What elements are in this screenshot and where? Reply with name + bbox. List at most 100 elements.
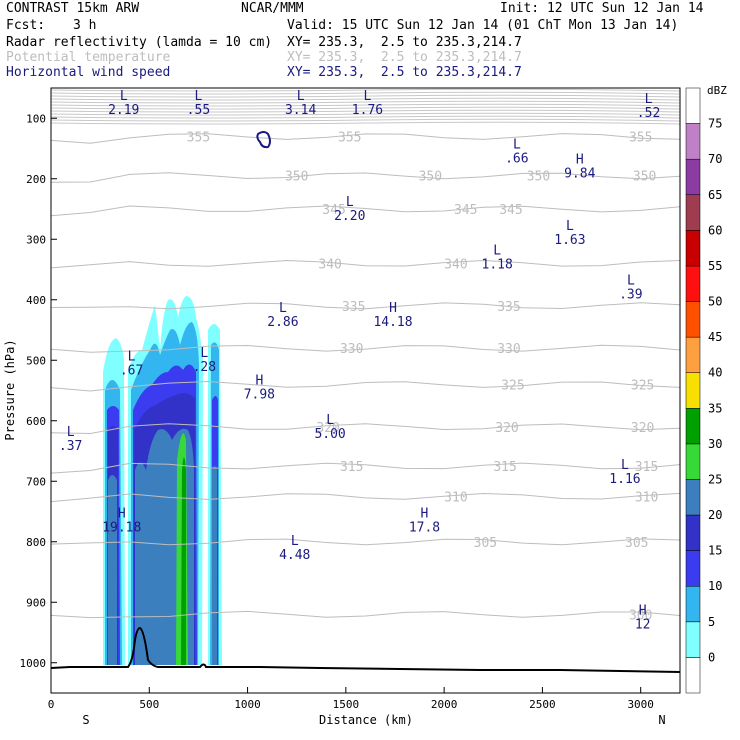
strat-isentrope <box>51 94 680 98</box>
field-reflectivity-xy: XY= 235.3, 2.5 to 235.3,214.7 <box>287 35 522 50</box>
wind-extremum-value: .37 <box>59 439 82 454</box>
wind-extremum-value: 2.20 <box>334 209 365 224</box>
y-axis-label: Pressure (hPa) <box>3 339 17 440</box>
colorbar-level: 0 <box>708 650 715 664</box>
y-tick-label: 100 <box>26 112 46 125</box>
y-tick-label: 800 <box>26 536 46 549</box>
colorbar-cell <box>685 621 701 658</box>
isentrope-line <box>51 344 680 353</box>
strat-isentrope <box>51 106 680 110</box>
wind-extremum-type: L <box>566 219 574 234</box>
isentrope-label: 345 <box>322 203 345 218</box>
wind-extremum-type: L <box>364 89 372 104</box>
wind-extremum-type: L <box>297 89 305 104</box>
colorbar-level: 5 <box>708 615 715 629</box>
y-tick-label: 900 <box>26 596 46 609</box>
x-tick-label: 1000 <box>234 698 261 711</box>
wind-extremum-type: H <box>255 373 263 388</box>
colorbar-cell <box>685 123 701 160</box>
wind-extremum-type: L <box>120 89 128 104</box>
isentrope-label: 310 <box>444 490 467 505</box>
x-tick-label: 500 <box>139 698 159 711</box>
colorbar-level: 10 <box>708 579 722 593</box>
wind-extremum-type: L <box>279 301 287 316</box>
strat-isentrope <box>51 109 680 113</box>
wind-extremum-type: H <box>118 507 126 522</box>
wind-speed-contour <box>256 131 271 149</box>
y-tick-label: 500 <box>26 354 46 367</box>
strat-isentrope <box>51 100 680 104</box>
isentrope-label: 350 <box>285 170 308 185</box>
isentrope-label: 315 <box>493 460 516 475</box>
isentrope-label: 315 <box>635 460 658 475</box>
y-tick-label: 700 <box>26 475 46 488</box>
theta-labels: 355 355 355 350 350 350 350 345 345 345 340 340 335 3… <box>187 130 659 623</box>
colorbar-cell <box>685 158 701 196</box>
isentrope-label: 305 <box>474 536 497 551</box>
colorbar-cell <box>685 550 701 587</box>
isentrope-label: 320 <box>495 421 518 436</box>
isentrope-label: 335 <box>497 300 520 315</box>
field-reflectivity-name: Radar reflectivity (lamda = 10 cm) <box>6 35 273 50</box>
wind-extremum-type: L <box>128 349 136 364</box>
colorbar-cell <box>685 408 701 445</box>
theta-isentropes <box>51 133 680 619</box>
colorbar-cell <box>685 336 701 373</box>
x-tick-label: 0 <box>48 698 55 711</box>
right-end-label: N <box>658 713 665 727</box>
wind-extremum-value: 5.00 <box>314 427 345 442</box>
stratosphere-isentropes <box>51 88 680 125</box>
wind-extremum-value: 7.98 <box>244 387 275 402</box>
x-axis-label: Distance (km) <box>319 713 413 727</box>
wind-extremum-type: H <box>576 153 584 168</box>
wind-extremum-type: L <box>621 458 629 473</box>
fcst-value: 3 h <box>73 18 97 33</box>
wind-extremum-value: 19.18 <box>102 521 141 536</box>
x-tick-label: 3000 <box>627 698 654 711</box>
field-theta-xy: XY= 235.3, 2.5 to 235.3,214.7 <box>287 50 522 65</box>
field-theta-name: Potential temperature <box>6 50 171 65</box>
isentrope-line <box>51 492 680 503</box>
isentrope-label: 315 <box>340 460 363 475</box>
wind-extremum-type: H <box>639 603 647 618</box>
isentrope-label: 335 <box>342 300 365 315</box>
init-time: Init: 12 UTC Sun 12 Jan 14 <box>500 1 704 16</box>
strat-isentrope <box>51 115 680 119</box>
wind-extremum-type: L <box>627 274 635 289</box>
isentrope-label: 350 <box>527 170 550 185</box>
wind-extremum-value: 17.8 <box>409 521 440 536</box>
isentrope-line <box>51 423 680 435</box>
axes: 0 500 1000 1500 2000 2500 3000 100 200 300 400 500 6… <box>20 112 654 711</box>
wind-extremum-value: 2.19 <box>108 103 139 118</box>
isentrope-line <box>51 610 680 619</box>
isentrope-line <box>51 133 680 144</box>
colorbar-cell <box>685 479 701 516</box>
wind-extremum-type: L <box>200 346 208 361</box>
isentrope-label: 305 <box>625 536 648 551</box>
isentrope-line <box>51 205 680 217</box>
wind-extremum-value: 9.84 <box>564 167 595 182</box>
wind-extremum-value: .55 <box>187 103 210 118</box>
colorbar-level: 35 <box>708 401 722 415</box>
colorbar-cell <box>685 514 701 551</box>
wind-extremum-type: L <box>346 195 354 210</box>
isentrope-label: 340 <box>444 257 467 272</box>
colorbar-cell <box>685 194 701 231</box>
colorbar-level: 75 <box>708 117 722 131</box>
wind-extremum-type: L <box>513 138 521 153</box>
strat-isentrope <box>51 118 680 122</box>
strat-isentrope <box>51 112 680 116</box>
isentrope-label: 350 <box>633 170 656 185</box>
isentrope-line <box>51 538 680 546</box>
x-tick-label: 2000 <box>431 698 458 711</box>
wind-extremum-value: .52 <box>637 106 660 121</box>
colorbar-level: 50 <box>708 295 722 309</box>
colorbar-level: 70 <box>708 152 722 166</box>
wind-extremum-value: 1.63 <box>554 233 585 248</box>
isentrope-label: 320 <box>631 421 654 436</box>
colorbar-unit: dBZ <box>707 84 727 97</box>
isentrope-label: 325 <box>631 378 654 393</box>
org-label: NCAR/MMM <box>241 1 304 16</box>
wind-extremum-value: .67 <box>120 363 143 378</box>
